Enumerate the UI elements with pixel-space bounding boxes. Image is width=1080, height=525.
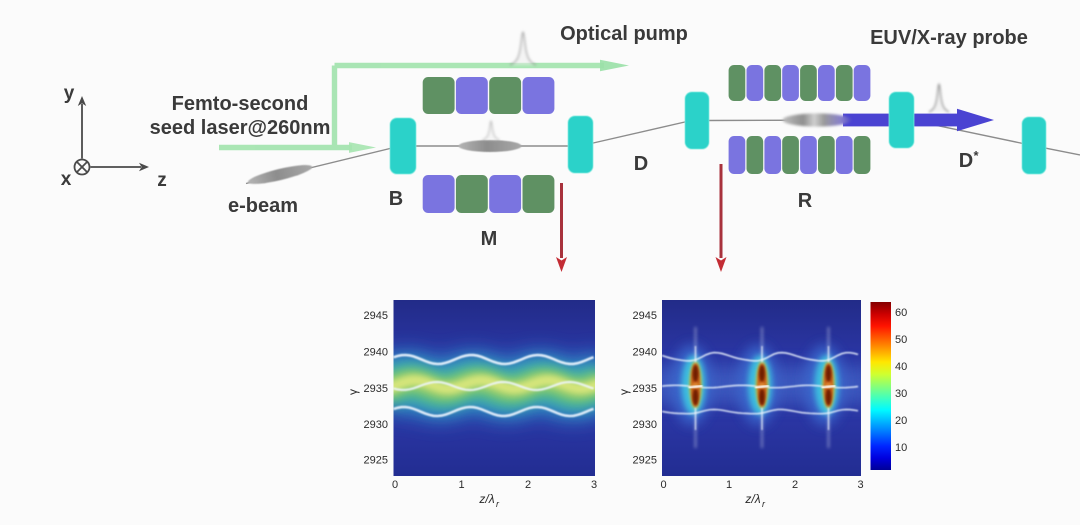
svg-text:2: 2 xyxy=(792,479,798,491)
svg-text:2945: 2945 xyxy=(364,310,388,322)
svg-text:r: r xyxy=(762,499,766,509)
svg-text:2940: 2940 xyxy=(633,347,657,359)
svg-text:2940: 2940 xyxy=(364,347,388,359)
svg-text:50: 50 xyxy=(895,334,907,346)
svg-text:10: 10 xyxy=(895,442,907,454)
svg-text:Femto-second: Femto-second xyxy=(172,93,309,115)
svg-text:D: D xyxy=(634,153,648,175)
svg-text:*: * xyxy=(973,148,979,163)
svg-text:3: 3 xyxy=(857,479,863,491)
svg-text:z/λ: z/λ xyxy=(744,492,760,506)
svg-text:1: 1 xyxy=(726,479,732,491)
svg-text:2935: 2935 xyxy=(633,383,657,395)
svg-text:2925: 2925 xyxy=(364,455,388,467)
svg-text:60: 60 xyxy=(895,307,907,319)
svg-text:γ: γ xyxy=(346,389,360,395)
svg-text:3: 3 xyxy=(591,479,597,491)
svg-text:40: 40 xyxy=(895,361,907,373)
svg-text:R: R xyxy=(798,190,813,212)
svg-text:1: 1 xyxy=(458,479,464,491)
svg-text:r: r xyxy=(496,499,500,509)
svg-text:D: D xyxy=(959,150,973,172)
svg-text:z/λ: z/λ xyxy=(478,492,494,506)
svg-text:seed laser@260nm: seed laser@260nm xyxy=(150,117,331,139)
svg-text:EUV/X-ray probe: EUV/X-ray probe xyxy=(870,27,1028,49)
svg-text:B: B xyxy=(389,188,403,210)
svg-text:2945: 2945 xyxy=(633,310,657,322)
svg-text:y: y xyxy=(64,83,75,104)
svg-text:x: x xyxy=(61,169,72,190)
svg-text:2935: 2935 xyxy=(364,383,388,395)
svg-text:20: 20 xyxy=(895,415,907,427)
svg-text:M: M xyxy=(481,228,498,250)
svg-text:2930: 2930 xyxy=(633,419,657,431)
svg-text:30: 30 xyxy=(895,388,907,400)
svg-text:2930: 2930 xyxy=(364,419,388,431)
svg-text:0: 0 xyxy=(660,479,666,491)
svg-text:2: 2 xyxy=(525,479,531,491)
svg-text:γ: γ xyxy=(617,389,631,395)
svg-text:Optical pump: Optical pump xyxy=(560,23,688,45)
svg-text:e-beam: e-beam xyxy=(228,195,298,217)
svg-text:z: z xyxy=(157,170,167,191)
svg-text:0: 0 xyxy=(392,479,398,491)
svg-text:2925: 2925 xyxy=(633,455,657,467)
